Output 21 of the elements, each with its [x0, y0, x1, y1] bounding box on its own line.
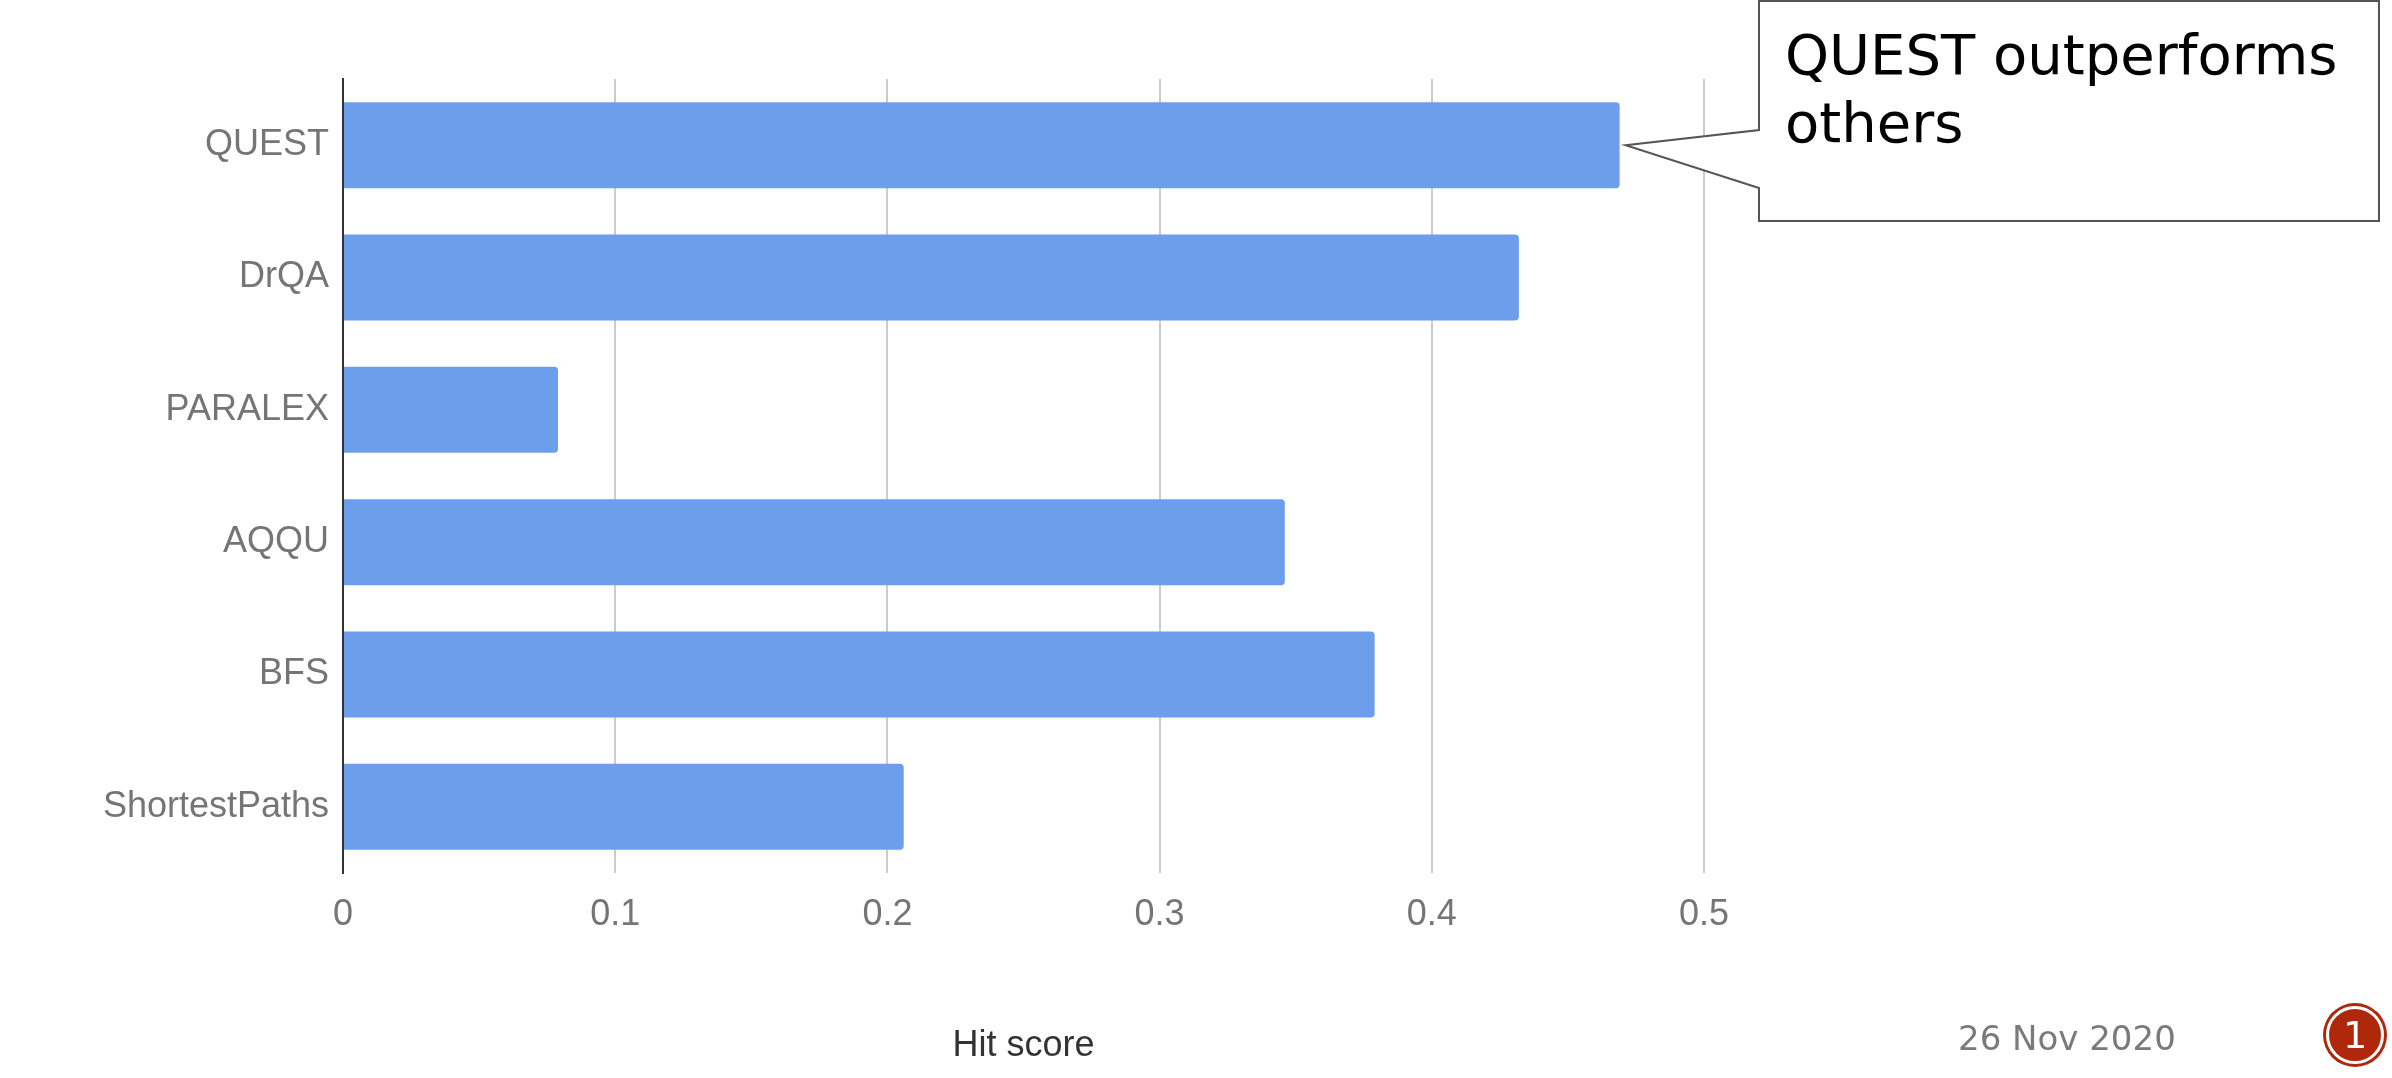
bar [344, 234, 1519, 321]
x-tick-label: 0 [332, 891, 354, 933]
x-tick-label: 0.5 [1678, 891, 1730, 933]
bar [344, 763, 904, 850]
y-tick-label: DrQA [239, 254, 329, 296]
x-tick-label: 0.4 [1406, 891, 1457, 933]
y-tick-label: QUEST [204, 122, 330, 164]
x-axis-title: Hit score [952, 1023, 1095, 1065]
x-tick-label: 0.1 [590, 891, 641, 933]
bar [344, 366, 559, 453]
annotation: QUEST outperforms others [1785, 21, 2338, 155]
bar [344, 631, 1375, 718]
y-tick-label: AQQU [222, 519, 329, 561]
bar [344, 499, 1285, 586]
y-tick-label: PARALEX [165, 386, 329, 428]
y-tick-label: BFS [258, 651, 329, 693]
x-tick-label: 0.2 [862, 891, 913, 933]
y-tick-label: ShortestPaths [102, 783, 329, 825]
page-number-badge: 1 [2326, 1006, 2384, 1064]
text: 26 Nov 2020 [1958, 1018, 2176, 1058]
x-tick-label: 0.3 [1134, 891, 1185, 933]
